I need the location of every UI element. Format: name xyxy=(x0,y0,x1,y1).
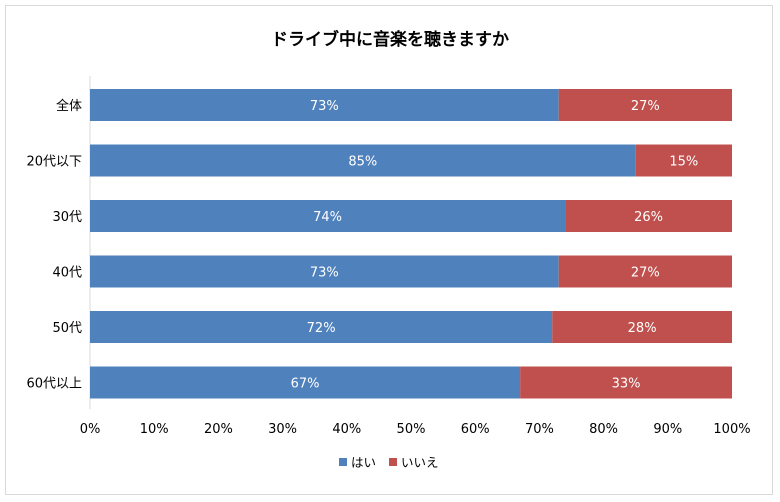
x-tick-label: 50% xyxy=(397,422,426,437)
legend-swatch-no xyxy=(389,458,397,466)
category-label: 50代 xyxy=(52,321,82,336)
data-label: 27% xyxy=(631,99,660,114)
legend-label: いいえ xyxy=(401,455,439,470)
bar-no-4 xyxy=(552,311,732,343)
category-label: 全体 xyxy=(56,98,82,114)
category-label: 20代以下 xyxy=(26,155,82,170)
x-tick-label: 70% xyxy=(525,422,554,437)
x-tick-label: 40% xyxy=(332,422,361,437)
data-label: 73% xyxy=(310,266,339,281)
bar-no-5 xyxy=(520,366,732,399)
bar-yes-1 xyxy=(90,144,636,177)
chart-title: ドライブ中に音楽を聴きますか xyxy=(271,29,509,50)
bar-yes-3 xyxy=(90,255,559,288)
data-label: 33% xyxy=(612,377,641,392)
x-tick-label: 100% xyxy=(713,422,750,437)
bar-no-1 xyxy=(635,144,732,177)
data-label: 73% xyxy=(310,99,339,114)
data-label: 85% xyxy=(348,155,377,170)
x-tick-label: 0% xyxy=(80,422,101,437)
x-tick-label: 80% xyxy=(589,422,618,437)
data-label: 74% xyxy=(313,210,342,225)
bar-yes-5 xyxy=(90,366,521,399)
bar-no-3 xyxy=(558,255,732,288)
data-label: 72% xyxy=(307,321,336,336)
bar-no-0 xyxy=(558,89,732,121)
x-tick-label: 90% xyxy=(653,422,682,437)
x-tick-label: 60% xyxy=(461,422,490,437)
category-label: 40代 xyxy=(52,266,82,281)
data-label: 27% xyxy=(631,266,660,281)
data-label: 15% xyxy=(669,155,698,170)
x-tick-label: 20% xyxy=(204,422,233,437)
x-tick-label: 30% xyxy=(268,422,297,437)
bar-yes-2 xyxy=(90,200,566,232)
chart-frame xyxy=(5,5,773,495)
bar-no-2 xyxy=(565,200,732,232)
category-label: 30代 xyxy=(52,210,82,225)
category-label: 60代以上 xyxy=(26,377,82,392)
data-label: 26% xyxy=(634,210,663,225)
legend-label: はい xyxy=(351,455,376,470)
bar-yes-0 xyxy=(90,89,559,121)
data-label: 28% xyxy=(628,321,657,336)
legend-swatch-yes xyxy=(339,458,347,466)
data-label: 67% xyxy=(291,377,320,392)
bar-yes-4 xyxy=(90,311,553,343)
x-tick-label: 10% xyxy=(140,422,169,437)
